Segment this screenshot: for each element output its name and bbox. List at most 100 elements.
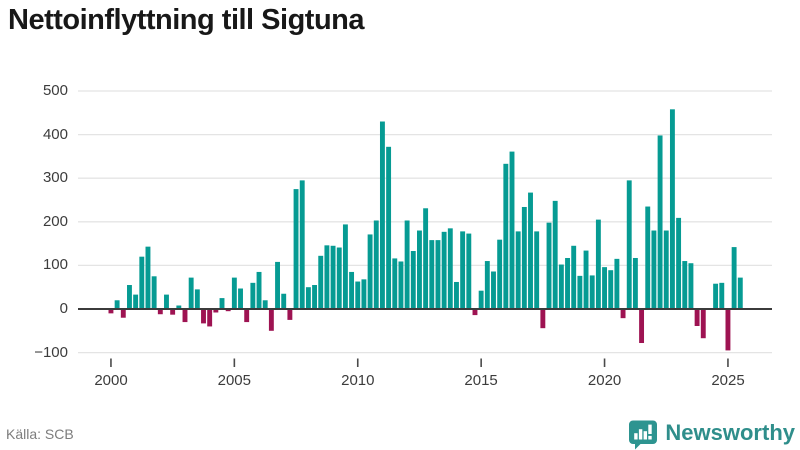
x-axis-label: 2025 [711,372,745,389]
y-axis-label: 0 [59,300,68,317]
bar [608,270,614,309]
bar [114,300,120,309]
bar [645,206,651,309]
chart-title: Nettoinflyttning till Sigtuna [8,4,365,36]
bar [386,146,392,309]
bar [583,250,589,309]
bar [700,309,706,339]
bar [164,294,169,309]
bar [429,240,435,309]
bar [305,287,311,309]
bar [614,258,620,309]
y-axis-label: 300 [42,169,68,187]
bar [577,275,583,309]
bar [552,200,558,309]
bar [571,245,577,309]
bar [602,267,607,309]
bar [534,231,540,309]
x-axis-label: 2020 [587,372,622,389]
bar [182,309,188,323]
bar [145,246,151,309]
bar [663,230,669,309]
bar [127,285,132,309]
bar [201,309,206,324]
bar [472,309,478,316]
bar [318,255,324,309]
bar [404,220,410,309]
bar [312,285,318,309]
bar [293,189,299,309]
bar [392,258,398,309]
bar [595,219,601,309]
bar [108,309,114,314]
brand-footer: Newsworthy [628,420,795,450]
bar [632,257,638,309]
bar [207,309,213,327]
bar [176,305,182,309]
bar [231,277,237,309]
bar [133,294,139,309]
newsworthy-logo-icon [629,420,658,450]
bar [336,247,342,309]
bar [466,233,472,309]
bar [219,298,225,309]
x-axis-label: 2005 [217,372,251,389]
bar [398,261,404,309]
bar [287,309,293,320]
bar [639,309,645,344]
bar [417,230,422,309]
bar [626,180,632,309]
bar [688,263,694,309]
bar [447,228,453,309]
bar [188,277,194,309]
x-axis-label: 2010 [341,372,375,389]
bar [737,277,743,309]
bar [281,293,287,309]
bar [478,290,484,309]
bar [330,245,336,309]
y-axis-label: 500 [42,82,68,99]
bar [491,271,496,309]
y-axis-label: 400 [42,125,68,143]
bar [731,247,737,309]
bar [528,192,533,309]
y-axis-label: −100 [34,343,68,361]
bar [151,276,157,309]
brand-name: Newsworthy [665,420,795,445]
bar [256,271,262,309]
bar [558,264,564,309]
x-axis-label: 2015 [464,372,498,389]
bar [546,222,552,309]
bar [324,245,330,309]
bar [342,224,348,309]
bar [275,261,280,309]
bar [410,251,416,309]
bar [651,230,657,309]
y-axis-label: 200 [42,212,68,230]
bar [238,288,243,309]
y-axis-label: 100 [42,256,68,274]
bar [423,208,429,309]
bar [676,217,682,309]
bar [719,282,725,309]
bar [454,281,459,309]
bar [225,309,231,312]
bar [515,231,521,309]
bar [657,135,663,309]
bar [713,283,719,309]
bar [120,309,126,318]
bar [682,261,688,309]
x-axis-label: 2000 [94,372,128,389]
bar [194,289,200,309]
bar [441,231,447,309]
bar [509,151,515,309]
bar [373,220,379,309]
bar [565,257,570,309]
bar [367,234,373,309]
source-note: Källa: SCB [6,426,74,442]
bar [521,206,527,309]
bar [262,300,268,309]
bar [299,180,305,309]
bar [589,275,595,309]
